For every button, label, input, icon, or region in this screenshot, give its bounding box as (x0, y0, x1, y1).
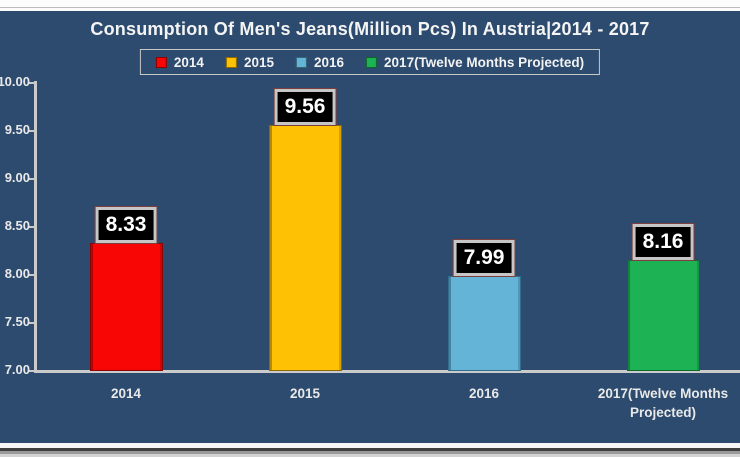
bar-2017-projected (626, 260, 700, 371)
legend-swatch-2014-icon (155, 56, 167, 68)
window-bottom-edge (0, 448, 740, 451)
y-axis-tick-label: 9.50 (4, 122, 30, 137)
x-axis-category-label: 2015 (289, 386, 321, 401)
y-axis-tick-label: 8.50 (4, 218, 30, 233)
window-bottom-strip (0, 443, 740, 448)
window-bottom-shadow-light (0, 454, 740, 457)
x-axis-category-label: 2016 (468, 386, 500, 401)
window-top-strip-divider (0, 7, 740, 8)
bar-2014 (89, 243, 163, 371)
chart-legend: 2014 2015 2016 2017(Twelve Months Projected… (139, 49, 601, 75)
bar-value-label: 7.99 (452, 239, 516, 277)
y-axis-tick-label: 9.00 (4, 170, 30, 185)
legend-item-2015: 2015 (225, 54, 274, 70)
legend-swatch-2015-icon (225, 56, 237, 68)
legend-item-2017-projected: 2017(Twelve Months Projected) (366, 55, 584, 70)
legend-label: 2015 (243, 54, 274, 70)
y-axis-tick (28, 226, 34, 228)
y-axis-tick-label: 7.00 (4, 362, 30, 377)
x-axis-line (34, 370, 740, 373)
legend-label: 2017(Twelve Months Projected) (384, 54, 585, 70)
x-axis-category-label: 2017(Twelve Months Projected) (597, 386, 729, 420)
window-bottom-shadow (0, 451, 740, 454)
legend-label: 2014 (173, 54, 204, 70)
bar-value-label: 9.56 (273, 88, 337, 126)
legend-label: 2016 (313, 54, 345, 70)
y-axis-tick-label: 7.50 (4, 314, 30, 329)
x-axis-category-label: 2014 (110, 386, 142, 401)
legend-swatch-2016-icon (295, 56, 307, 68)
y-axis-tick (28, 322, 34, 324)
y-axis-tick (28, 274, 34, 276)
y-axis-tick (28, 82, 34, 84)
legend-swatch-2017-projected-icon (366, 56, 378, 68)
bar-value-label: 8.33 (94, 206, 158, 244)
y-axis-tick-label: 10.00 (0, 74, 30, 89)
bar-2016 (447, 276, 521, 371)
legend-item-2016: 2016 (295, 54, 345, 70)
bar-2015 (268, 125, 342, 371)
y-axis-tick-label: 8.00 (4, 266, 30, 281)
bar-value-label: 8.16 (631, 223, 695, 261)
chart-canvas: Consumption Of Men's Jeans(Million Pcs) … (0, 11, 740, 443)
window-top-strip (0, 0, 740, 11)
y-axis-tick (28, 370, 34, 372)
y-axis-tick (28, 130, 34, 132)
legend-item-2014: 2014 (155, 54, 204, 70)
y-axis-line (34, 81, 37, 373)
chart-title: Consumption Of Men's Jeans(Million Pcs) … (90, 19, 650, 39)
y-axis-tick (28, 178, 34, 180)
